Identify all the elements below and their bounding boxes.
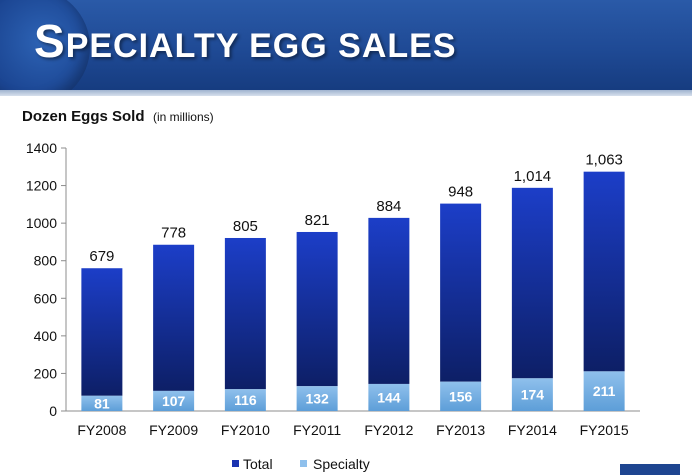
title-banner: SPECIALTY EGG SALES bbox=[0, 0, 692, 90]
y-tick-label: 1200 bbox=[26, 178, 57, 194]
x-tick-label: FY2012 bbox=[364, 422, 413, 438]
legend-swatch-specialty bbox=[300, 460, 307, 467]
bar-specialty bbox=[368, 383, 410, 411]
data-label-specialty: 211 bbox=[593, 383, 616, 399]
data-label-specialty: 156 bbox=[449, 388, 473, 404]
bar-specialty bbox=[583, 371, 625, 411]
data-label-total: 884 bbox=[376, 198, 401, 215]
bar-total bbox=[368, 217, 410, 384]
bar-specialty bbox=[153, 390, 195, 411]
data-label-specialty: 81 bbox=[94, 395, 110, 411]
x-tick-label: FY2013 bbox=[436, 422, 485, 438]
data-label-total: 948 bbox=[448, 184, 473, 201]
data-label-total: 821 bbox=[305, 212, 330, 229]
data-label-specialty: 132 bbox=[305, 391, 329, 407]
banner-circle-decoration bbox=[0, 0, 90, 90]
bar-total bbox=[583, 171, 625, 372]
x-tick-label: FY2011 bbox=[293, 422, 341, 438]
bar-specialty bbox=[511, 378, 553, 411]
y-tick-label: 1000 bbox=[26, 215, 57, 231]
data-label-total: 778 bbox=[161, 225, 186, 242]
bar-total bbox=[511, 187, 553, 379]
data-label-specialty: 116 bbox=[234, 392, 257, 408]
data-label-specialty: 174 bbox=[521, 387, 545, 403]
chart-subtitle-main: Dozen Eggs Sold bbox=[22, 108, 145, 125]
y-tick-label: 1400 bbox=[26, 140, 57, 156]
x-tick-label: FY2014 bbox=[508, 422, 557, 438]
banner-stripe bbox=[0, 90, 692, 96]
chart-subtitle-unit: (in millions) bbox=[152, 110, 214, 124]
bar-total bbox=[153, 244, 195, 391]
page-title: SPECIALTY EGG SALES bbox=[34, 14, 457, 68]
y-tick-label: 0 bbox=[49, 403, 57, 419]
bar-total bbox=[224, 237, 266, 390]
chart-subtitle: Dozen Eggs Sold (in millions) bbox=[22, 108, 214, 126]
bar-total bbox=[81, 268, 123, 396]
bar-total bbox=[296, 231, 338, 387]
legend-label-total: Total bbox=[243, 456, 273, 472]
data-label-total: 679 bbox=[89, 248, 114, 265]
y-tick-label: 400 bbox=[34, 328, 58, 344]
x-tick-label: FY2015 bbox=[580, 422, 629, 438]
bar-specialty bbox=[440, 381, 482, 411]
page-title-rest: PECIALTY EGG SALES bbox=[65, 27, 457, 65]
bar-specialty bbox=[81, 395, 123, 411]
y-tick-label: 800 bbox=[34, 253, 58, 269]
x-tick-label: FY2009 bbox=[149, 422, 198, 438]
data-label-total: 1,014 bbox=[514, 168, 552, 185]
x-tick-label: FY2008 bbox=[77, 422, 126, 438]
data-label-specialty: 144 bbox=[377, 389, 401, 405]
y-tick-label: 200 bbox=[34, 365, 58, 381]
legend-swatch-total bbox=[232, 460, 239, 467]
data-label-specialty: 107 bbox=[162, 393, 186, 409]
corner-logo-fragment bbox=[620, 464, 680, 475]
data-label-total: 805 bbox=[233, 218, 258, 235]
legend-label-specialty: Specialty bbox=[313, 456, 370, 472]
bar-total bbox=[440, 203, 482, 382]
page-title-initial: S bbox=[34, 15, 66, 67]
bar-specialty bbox=[296, 386, 338, 411]
y-tick-label: 600 bbox=[34, 290, 58, 306]
data-label-total: 1,063 bbox=[585, 152, 623, 169]
x-tick-label: FY2010 bbox=[221, 422, 270, 438]
bar-specialty bbox=[224, 389, 266, 411]
